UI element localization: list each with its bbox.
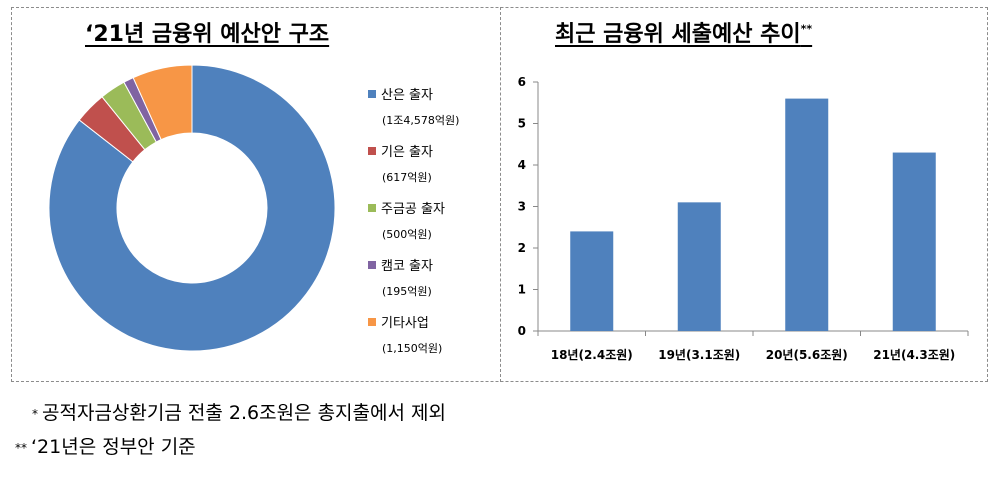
legend-value-2: (617억원) bbox=[382, 171, 432, 184]
bar-4 bbox=[892, 152, 936, 331]
footnote-2-text: ‘21년은 정부안 기준 bbox=[31, 436, 196, 458]
legend-label-2: 기은 출자 bbox=[381, 145, 433, 160]
y-tick-label-3: 3 bbox=[518, 200, 526, 214]
bar-1 bbox=[570, 231, 614, 331]
footnote-1-text: 공적자금상환기금 전출 2.6조원은 총지출에서 제외 bbox=[42, 402, 446, 424]
x-tick-label-2: 19년(3.1조원) bbox=[658, 348, 740, 362]
legend-label-4: 캠코 출자 bbox=[381, 259, 433, 274]
legend-swatch-4 bbox=[368, 261, 376, 269]
y-tick-label-0: 0 bbox=[518, 324, 526, 338]
footnote-2-mark: ** bbox=[15, 440, 27, 455]
y-tick-label-5: 5 bbox=[518, 117, 526, 131]
donut-legend: 산은 출자 (1조4,578억원) 기은 출자 (617억원) 주금공 출자 (500억원… bbox=[368, 88, 459, 355]
x-tick-label-3: 20년(5.6조원) bbox=[766, 348, 848, 362]
footnote-1: * 공적자금상환기금 전출 2.6조원은 총지출에서 제외 bbox=[32, 398, 446, 425]
bar-chart: 0 1 2 3 4 5 6 18년(2.4조원) 19년(3.1조원) 20년(5.6조원) 21년… bbox=[518, 75, 969, 362]
donut-chart bbox=[48, 64, 336, 352]
chart-frame bbox=[11, 7, 988, 382]
donut-slice-1 bbox=[48, 64, 336, 352]
bar-chart-title-mark: ** bbox=[800, 22, 813, 36]
legend-value-1: (1조4,578억원) bbox=[382, 114, 459, 127]
footnote-2: ** ‘21년은 정부안 기준 bbox=[15, 432, 196, 459]
legend-value-4: (195억원) bbox=[382, 285, 432, 298]
legend-value-3: (500억원) bbox=[382, 228, 432, 241]
x-tick-label-4: 21년(4.3조원) bbox=[873, 348, 955, 362]
legend-label-5: 기타사업 bbox=[381, 316, 429, 331]
legend-swatch-3 bbox=[368, 204, 376, 212]
legend-value-5: (1,150억원) bbox=[382, 342, 442, 355]
bar-3 bbox=[785, 98, 829, 331]
bar-2 bbox=[677, 202, 721, 331]
legend-label-1: 산은 출자 bbox=[381, 88, 433, 103]
bar-chart-title: 최근 금융위 세출예산 추이** bbox=[555, 16, 812, 48]
bar-chart-title-text: 최근 금융위 세출예산 추이 bbox=[555, 22, 801, 47]
panel-divider bbox=[500, 7, 501, 382]
legend-swatch-5 bbox=[368, 318, 376, 326]
footnote-1-mark: * bbox=[32, 406, 38, 421]
y-tick-label-1: 1 bbox=[518, 283, 526, 297]
y-tick-label-6: 6 bbox=[518, 75, 526, 89]
y-tick-label-2: 2 bbox=[518, 241, 526, 255]
x-tick-label-1: 18년(2.4조원) bbox=[551, 348, 633, 362]
legend-label-3: 주금공 출자 bbox=[381, 202, 445, 217]
y-tick-label-4: 4 bbox=[518, 158, 526, 172]
legend-swatch-1 bbox=[368, 90, 376, 98]
legend-swatch-2 bbox=[368, 147, 376, 155]
donut-slice-5 bbox=[132, 64, 193, 141]
donut-chart-title: ‘21년 금융위 예산안 구조 bbox=[85, 22, 330, 47]
